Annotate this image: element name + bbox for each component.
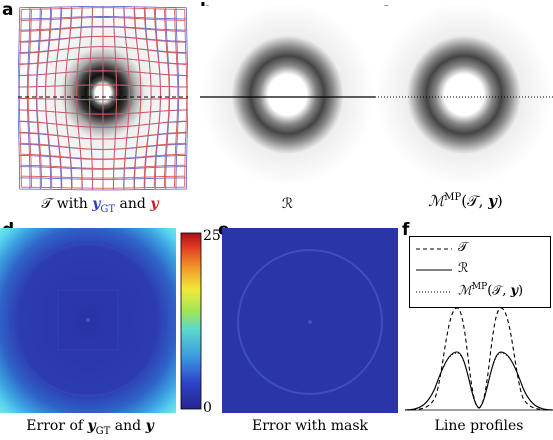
grid-line	[18, 9, 22, 188]
grid-line	[19, 97, 187, 101]
error-map-with-mask	[222, 228, 398, 413]
caption-c: ℳMP(𝒯, y)	[428, 192, 503, 210]
colorbar	[180, 232, 202, 410]
grid-line	[153, 8, 161, 188]
reference-image	[200, 6, 375, 191]
deformation-grid	[18, 6, 188, 191]
caption-a: 𝒯 with yGT and y	[41, 196, 159, 215]
legend-item-T: 𝒯	[416, 240, 468, 255]
colorbar-min-label: 0	[203, 400, 212, 416]
grid-line	[112, 7, 117, 189]
profile-T-dashed	[405, 307, 553, 411]
grid-line	[18, 7, 21, 190]
error-map-no-mask	[0, 228, 176, 413]
legend: 𝒯 ℛ ℳMP(𝒯, y)	[409, 236, 551, 308]
grid-line	[133, 8, 142, 188]
grid-line	[143, 8, 152, 188]
grid-line	[174, 9, 179, 188]
grid-line	[19, 188, 187, 191]
template-image-with-grids	[18, 6, 188, 191]
registered-image	[375, 6, 553, 191]
grid-line	[123, 7, 130, 189]
grid-line	[20, 142, 186, 150]
grid-line	[21, 7, 185, 10]
grid-line	[21, 175, 185, 179]
grid-line	[19, 109, 187, 115]
caption-e: Error with mask	[251, 418, 369, 434]
colorbar-max-label: 25	[203, 228, 221, 244]
line-profiles-plot	[405, 307, 553, 411]
grid-line	[163, 9, 170, 188]
grid-line	[184, 9, 188, 188]
legend-item-M: ℳMP(𝒯, y)	[416, 282, 524, 299]
caption-b: ℛ	[281, 196, 294, 212]
panel-letter-f: f	[402, 220, 410, 240]
grid-line	[20, 153, 186, 160]
grid-line	[185, 7, 188, 190]
caption-f: Line profiles	[434, 418, 524, 434]
grid-line	[19, 120, 187, 128]
grid-line	[21, 164, 185, 169]
grid-line	[20, 131, 186, 140]
panel-letter-a: a	[2, 0, 14, 20]
caption-d: Error of yGT and y	[26, 418, 154, 437]
grid-line	[21, 186, 185, 189]
legend-item-R: ℛ	[416, 261, 469, 276]
profile-R-solid	[405, 351, 553, 411]
